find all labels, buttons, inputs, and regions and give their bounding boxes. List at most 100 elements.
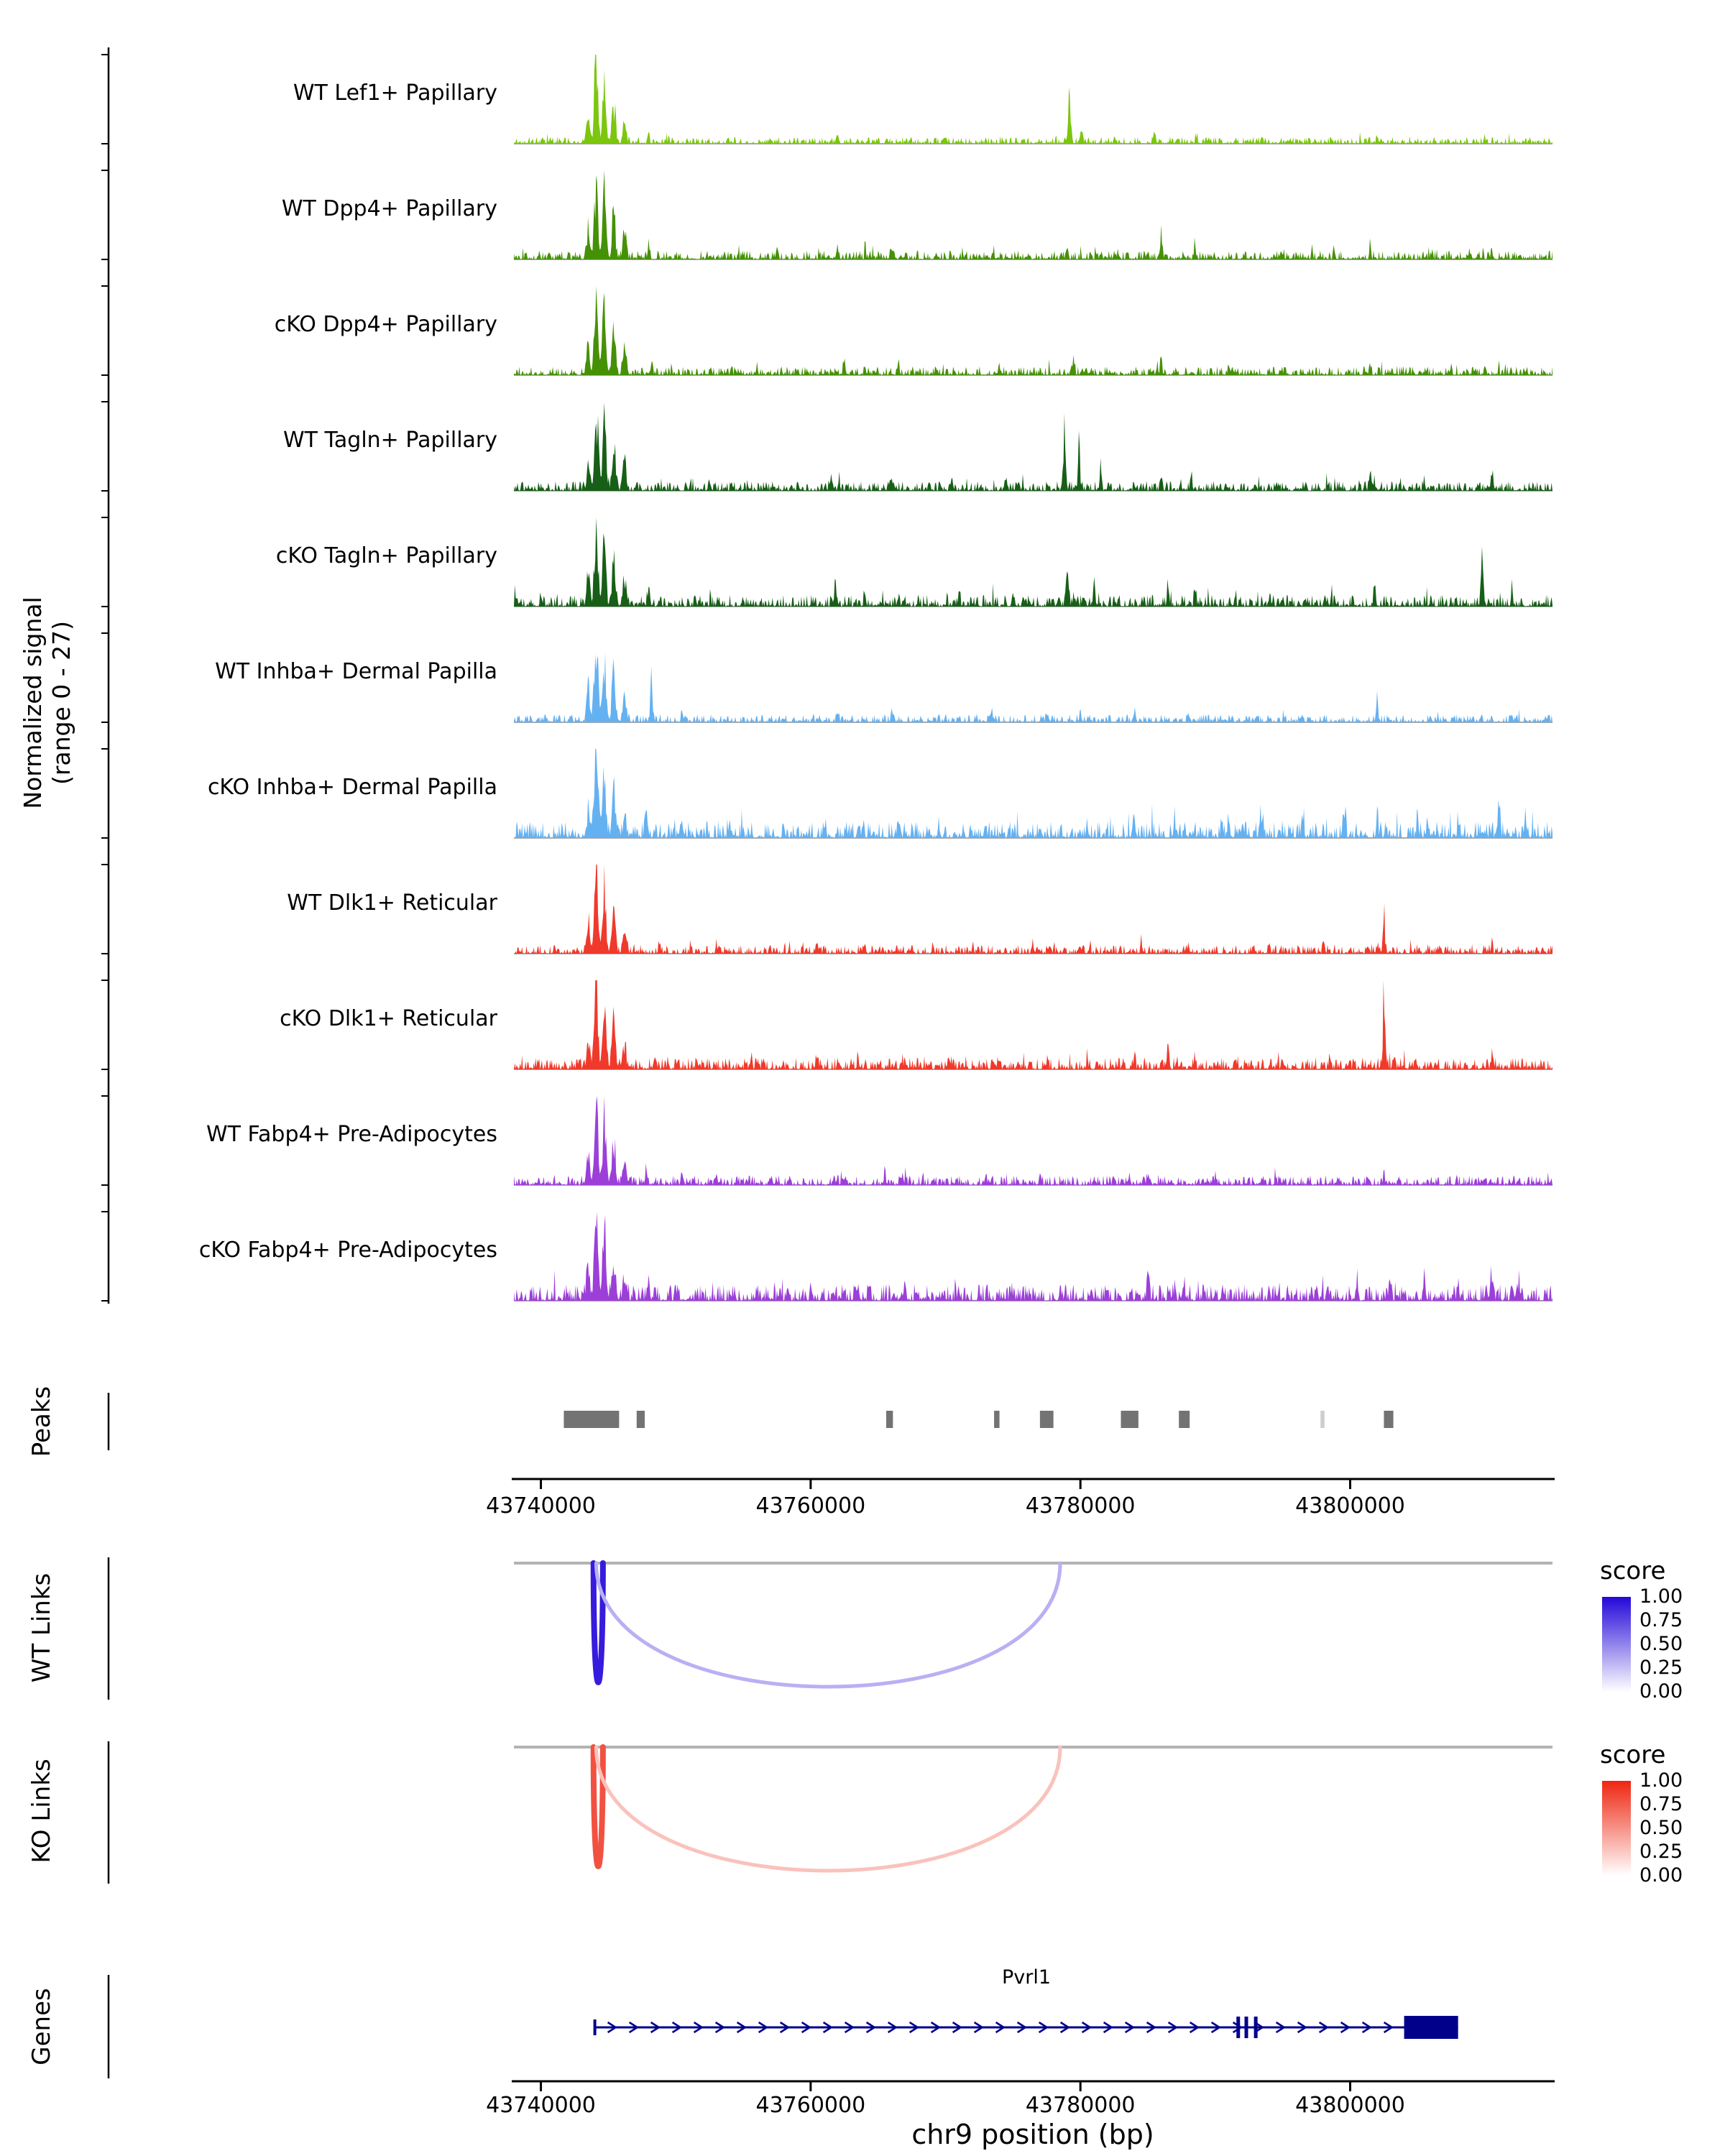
track-label-5: WT Inhba+ Dermal Papilla	[215, 659, 497, 684]
strand-arrow-icon	[1146, 2021, 1157, 2034]
peaks-axis-tick-label: 43760000	[755, 1493, 866, 1519]
strand-arrow-icon	[865, 2021, 877, 2034]
signal-area	[514, 170, 1552, 259]
peak-interval	[886, 1411, 893, 1428]
signal-area	[514, 517, 1552, 607]
signal-track-0	[514, 55, 1552, 144]
signal-track-8	[514, 980, 1552, 1070]
section-label-wt-links: WT Links	[27, 1572, 56, 1683]
strand-arrow-icon	[930, 2021, 942, 2034]
signal-area	[514, 980, 1552, 1069]
wt-colorbar-tick-label: 0.00	[1639, 1680, 1683, 1703]
track-label-7: WT Dlk1+ Reticular	[287, 890, 497, 916]
signal-track-10	[514, 1212, 1552, 1302]
exon-tick	[1236, 2017, 1241, 2038]
score-colorbar	[1602, 1781, 1631, 1876]
strand-arrow-icon	[952, 2021, 963, 2034]
track-label-0: WT Lef1+ Papillary	[293, 80, 497, 106]
peak-interval	[1320, 1411, 1325, 1428]
ko-colorbar-tick-label: 0.75	[1639, 1793, 1683, 1815]
signal-track-5	[514, 652, 1552, 723]
strand-arrow-icon	[1232, 2021, 1243, 2034]
strand-arrow-icon	[607, 2021, 618, 2034]
peak-interval	[1384, 1411, 1394, 1428]
peak-interval	[1039, 1411, 1054, 1428]
signal-track-6	[514, 749, 1552, 839]
peak-interval	[636, 1411, 645, 1428]
exon-tick	[1254, 2017, 1258, 2038]
link-arc	[590, 1560, 606, 1685]
signal-area	[514, 652, 1552, 722]
signal-track-1	[514, 170, 1552, 260]
exon-tick	[1244, 2017, 1248, 2038]
peaks-track	[107, 1393, 1394, 1450]
peaks-axis-tick-label: 43740000	[486, 1493, 596, 1519]
strand-arrow-icon	[1383, 2021, 1394, 2034]
strand-arrow-icon	[671, 2021, 683, 2034]
gene-exon-box	[1404, 2016, 1458, 2039]
strand-arrow-icon	[1361, 2021, 1373, 2034]
strand-arrow-icon	[822, 2021, 834, 2034]
peak-interval	[1179, 1411, 1190, 1428]
wt-colorbar-tick-label: 1.00	[1639, 1585, 1683, 1608]
wt-links-panel	[107, 1557, 1631, 1700]
track-label-3: WT Tagln+ Papillary	[283, 428, 497, 453]
track-label-10: cKO Fabp4+ Pre-Adipocytes	[198, 1238, 497, 1263]
signal-area	[514, 1212, 1552, 1301]
bottom-axis-tick-label: 43760000	[755, 2093, 866, 2118]
bottom-axis	[512, 2080, 1555, 2091]
peaks-axis	[512, 1478, 1555, 1489]
section-label-genes: Genes	[27, 1988, 56, 2065]
strand-arrow-icon	[844, 2021, 855, 2034]
peaks-axis-tick-label: 43800000	[1295, 1493, 1405, 1519]
wt-colorbar-tick-label: 0.25	[1639, 1657, 1683, 1679]
gene-start-tick	[593, 2019, 597, 2035]
section-label-peaks: Peaks	[27, 1386, 56, 1457]
section-label-ko-links: KO Links	[27, 1759, 56, 1864]
strand-arrow-icon	[1297, 2021, 1308, 2034]
link-arc	[590, 1744, 606, 1869]
strand-arrow-icon	[1167, 2021, 1179, 2034]
signal-area	[514, 402, 1552, 491]
strand-arrow-icon	[628, 2021, 640, 2034]
strand-arrow-icon	[801, 2021, 812, 2034]
track-label-2: cKO Dpp4+ Papillary	[274, 312, 497, 337]
peak-interval	[994, 1411, 1000, 1428]
strand-arrow-icon	[1124, 2021, 1136, 2034]
signal-track-4	[514, 517, 1552, 607]
strand-arrow-icon	[1103, 2021, 1114, 2034]
ko-links-panel	[107, 1741, 1631, 1884]
bottom-axis-tick-label: 43800000	[1295, 2093, 1405, 2118]
signal-area	[514, 1096, 1552, 1185]
bottom-axis-tick-label: 43780000	[1025, 2093, 1136, 2118]
strand-arrow-icon	[1016, 2021, 1028, 2034]
link-arc	[594, 1745, 1062, 1873]
ko-score-legend-title: score	[1600, 1741, 1666, 1769]
ko-colorbar-tick-label: 1.00	[1639, 1769, 1683, 1792]
track-label-9: WT Fabp4+ Pre-Adipocytes	[206, 1122, 497, 1147]
gene-name-label: Pvrl1	[1001, 1966, 1052, 1989]
strand-arrow-icon	[1210, 2021, 1222, 2034]
strand-arrow-icon	[693, 2021, 704, 2034]
strand-arrow-icon	[1081, 2021, 1092, 2034]
peaks-axis-tick-label: 43780000	[1025, 1493, 1136, 1519]
strand-arrow-icon	[1059, 2021, 1071, 2034]
tracks-axis-bracket	[101, 47, 110, 1304]
strand-arrow-icon	[714, 2021, 726, 2034]
signal-area	[514, 865, 1552, 954]
signal-track-7	[514, 865, 1552, 954]
strand-arrow-icon	[650, 2021, 661, 2034]
strand-arrow-icon	[736, 2021, 748, 2034]
strand-arrow-icon	[1340, 2021, 1351, 2034]
peak-interval	[564, 1411, 620, 1428]
link-arc	[594, 1561, 1062, 1689]
track-label-8: cKO Dlk1+ Reticular	[280, 1006, 497, 1031]
signal-area	[514, 749, 1552, 838]
strand-arrow-icon	[1318, 2021, 1330, 2034]
track-label-4: cKO Tagln+ Papillary	[275, 543, 497, 568]
gene-track	[107, 1975, 1458, 2078]
strand-arrow-icon	[1189, 2021, 1200, 2034]
strand-arrow-icon	[779, 2021, 791, 2034]
